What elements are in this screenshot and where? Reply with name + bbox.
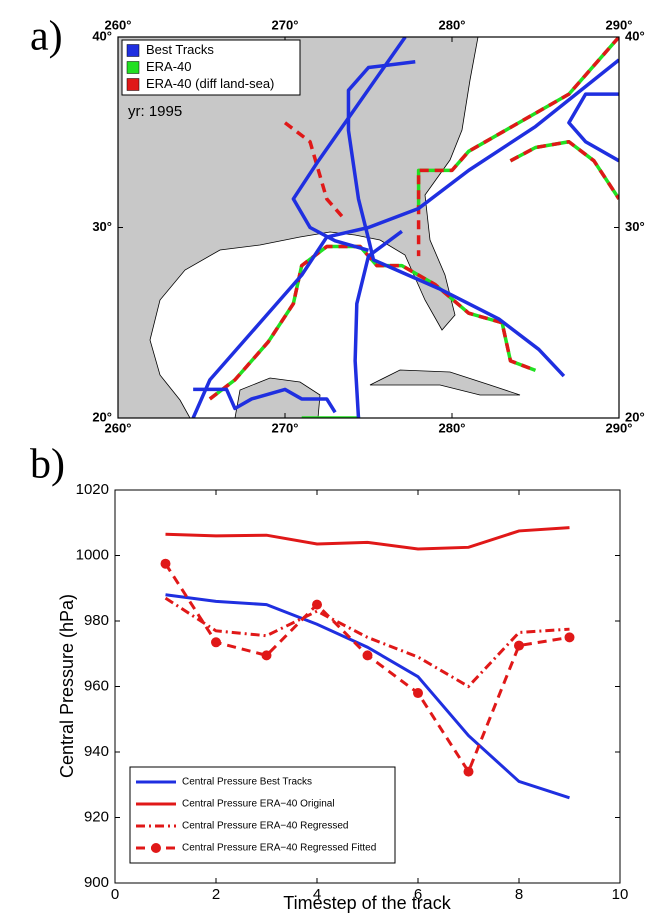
legend-label: Central Pressure ERA−40 Original <box>182 799 335 810</box>
y-tick-label: 900 <box>84 874 109 891</box>
data-point <box>160 558 171 569</box>
series-line <box>165 593 570 800</box>
y-tick-label: 40° <box>625 28 645 43</box>
data-point <box>463 766 474 777</box>
y-tick-label: 1000 <box>76 546 109 563</box>
x-tick-label: 8 <box>515 886 523 903</box>
x-tick-label: 260° <box>105 420 132 435</box>
y-tick-label: 20° <box>625 409 645 424</box>
legend-label: Central Pressure Best Tracks <box>182 777 312 788</box>
legend-box <box>121 39 301 96</box>
legend-label: Central Pressure ERA−40 Regressed Fitted <box>182 843 376 854</box>
legend-swatch <box>126 61 140 74</box>
x-tick-label: 290° <box>606 17 633 32</box>
data-point <box>564 632 575 643</box>
x-tick-label: 10 <box>612 886 629 903</box>
legend-label: Central Pressure ERA−40 Regressed <box>182 821 348 832</box>
series-line <box>165 526 570 551</box>
track <box>193 387 337 414</box>
x-tick-label: 0 <box>111 886 119 903</box>
x-tick-label: 270° <box>272 17 299 32</box>
track <box>509 140 619 200</box>
land <box>234 377 321 418</box>
y-axis-label: Central Pressure (hPa) <box>57 594 77 778</box>
land <box>369 369 521 396</box>
x-tick-label: 290° <box>606 420 633 435</box>
data-point <box>413 688 423 699</box>
track <box>353 229 403 418</box>
annotation: yr: 1995 <box>128 103 182 120</box>
legend-marker <box>151 843 161 853</box>
legend-label: ERA-40 (diff land-sea) <box>146 76 274 91</box>
legend-label: Best Tracks <box>146 42 214 57</box>
data-point <box>362 650 373 661</box>
x-tick-label: 280° <box>439 420 466 435</box>
y-tick-label: 30° <box>625 219 645 234</box>
data-point <box>514 640 524 651</box>
legend-swatch <box>126 78 140 91</box>
track <box>346 60 566 378</box>
x-axis-label: Timestep of the track <box>283 893 451 913</box>
data-point <box>312 599 322 610</box>
legend-swatch <box>126 44 140 57</box>
y-tick-label: 940 <box>84 743 109 760</box>
track <box>291 37 407 253</box>
x-tick-label: 6 <box>414 886 422 903</box>
data-point <box>261 650 272 661</box>
y-tick-label: 40° <box>92 28 112 43</box>
track <box>416 37 619 257</box>
y-tick-label: 920 <box>84 808 109 825</box>
panel-label: b) <box>30 442 65 488</box>
x-tick-label: 260° <box>105 17 132 32</box>
series-line <box>164 596 570 689</box>
y-tick-label: 30° <box>92 219 112 234</box>
x-tick-label: 270° <box>272 420 299 435</box>
y-tick-label: 980 <box>84 612 109 629</box>
track <box>567 92 619 163</box>
track <box>283 121 345 220</box>
y-tick-label: 1020 <box>76 481 109 498</box>
x-tick-label: 4 <box>313 886 321 903</box>
data-point <box>211 637 221 648</box>
legend-label: ERA-40 <box>146 59 192 74</box>
x-tick-label: 2 <box>212 886 220 903</box>
y-tick-label: 20° <box>92 409 112 424</box>
y-tick-label: 960 <box>84 677 109 694</box>
track <box>191 58 619 418</box>
panel-label: a) <box>30 14 63 60</box>
x-tick-label: 280° <box>439 17 466 32</box>
